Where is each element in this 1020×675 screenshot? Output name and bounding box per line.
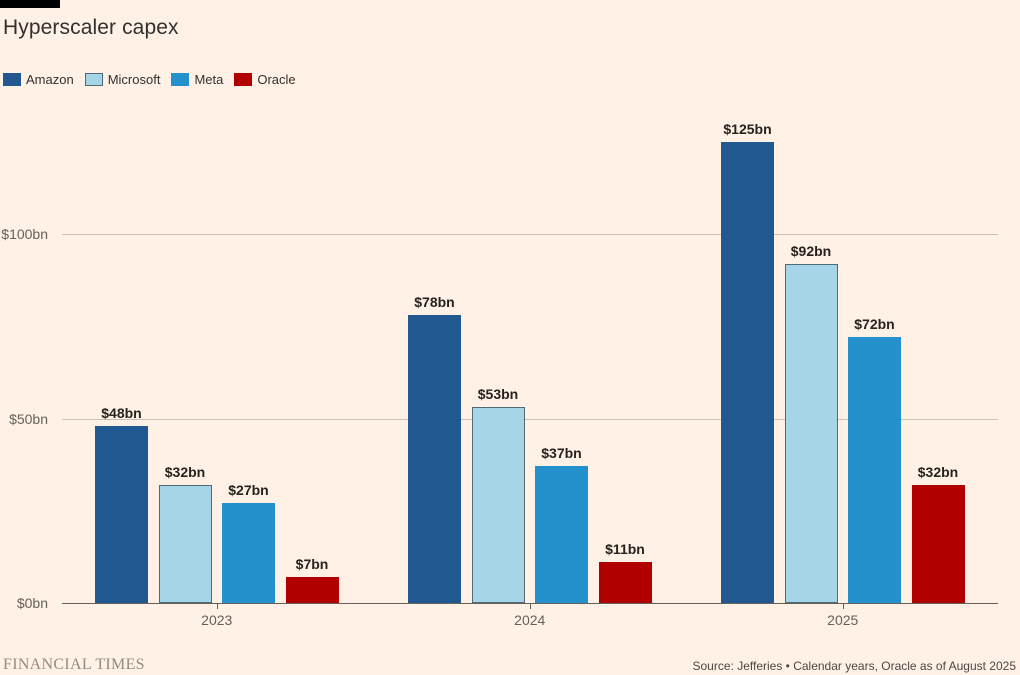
bar-microsoft-2024 xyxy=(471,407,525,603)
bar-oracle-2024 xyxy=(598,562,652,603)
bar-oracle-2023 xyxy=(285,577,339,603)
x-axis-line xyxy=(62,603,998,604)
y-axis-tick-label: $0bn xyxy=(16,595,48,611)
x-axis-tick xyxy=(529,604,531,609)
bar-amazon-2025 xyxy=(721,142,774,603)
legend-swatch-icon xyxy=(3,73,21,86)
bar-value-label: $37bn xyxy=(541,445,582,461)
bar-value-label: $125bn xyxy=(723,121,772,137)
bar-amazon-2024 xyxy=(408,315,461,603)
x-axis-tick xyxy=(842,604,844,609)
legend-swatch-icon xyxy=(84,73,103,86)
bar-meta-2023 xyxy=(222,503,275,603)
x-axis-category-label: 2025 xyxy=(827,612,859,628)
legend-item-meta: Meta xyxy=(171,72,223,87)
bar-meta-2024 xyxy=(535,466,588,603)
bar-microsoft-2025 xyxy=(784,264,838,603)
bar-value-label: $53bn xyxy=(477,386,519,402)
bar-value-label: $78bn xyxy=(414,294,455,310)
bar-value-label: $7bn xyxy=(295,556,329,572)
ft-logotype: FINANCIAL TIMES xyxy=(3,656,145,673)
bar-value-label: $72bn xyxy=(854,316,895,332)
legend-label: Microsoft xyxy=(107,72,161,87)
bar-value-label: $92bn xyxy=(790,243,832,259)
bar-value-label: $11bn xyxy=(605,541,645,557)
y-axis-tick-label: $50bn xyxy=(9,410,48,427)
bar-amazon-2023 xyxy=(95,426,148,603)
legend-item-amazon: Amazon xyxy=(3,72,74,87)
ft-chart-marker xyxy=(0,0,60,8)
x-axis-category-label: 2024 xyxy=(514,612,546,628)
legend-item-microsoft: Microsoft xyxy=(84,72,161,87)
x-axis-category-label: 2023 xyxy=(201,612,233,628)
y-axis-tick-label: $100bn xyxy=(1,226,48,242)
legend-label: Meta xyxy=(194,72,224,87)
bar-value-label: $32bn xyxy=(917,464,959,480)
legend-item-oracle: Oracle xyxy=(234,72,296,87)
legend-label: Amazon xyxy=(26,72,74,87)
bar-value-label: $32bn xyxy=(164,464,206,480)
bar-value-label: $27bn xyxy=(228,482,269,498)
bar-oracle-2025 xyxy=(911,485,965,603)
legend: Amazon Microsoft Meta Oracle xyxy=(3,72,296,87)
chart-title: Hyperscaler capex xyxy=(3,16,179,39)
legend-swatch-icon xyxy=(171,73,190,86)
bar-microsoft-2023 xyxy=(158,485,212,603)
legend-swatch-icon xyxy=(234,73,253,86)
gridline xyxy=(62,234,998,235)
source-note: Source: Jefferies • Calendar years, Orac… xyxy=(692,659,1017,673)
gridline xyxy=(62,418,998,420)
legend-label: Oracle xyxy=(257,72,296,87)
bar-meta-2025 xyxy=(848,337,901,603)
x-axis-tick xyxy=(216,604,218,609)
bar-value-label: $48bn xyxy=(101,405,142,421)
